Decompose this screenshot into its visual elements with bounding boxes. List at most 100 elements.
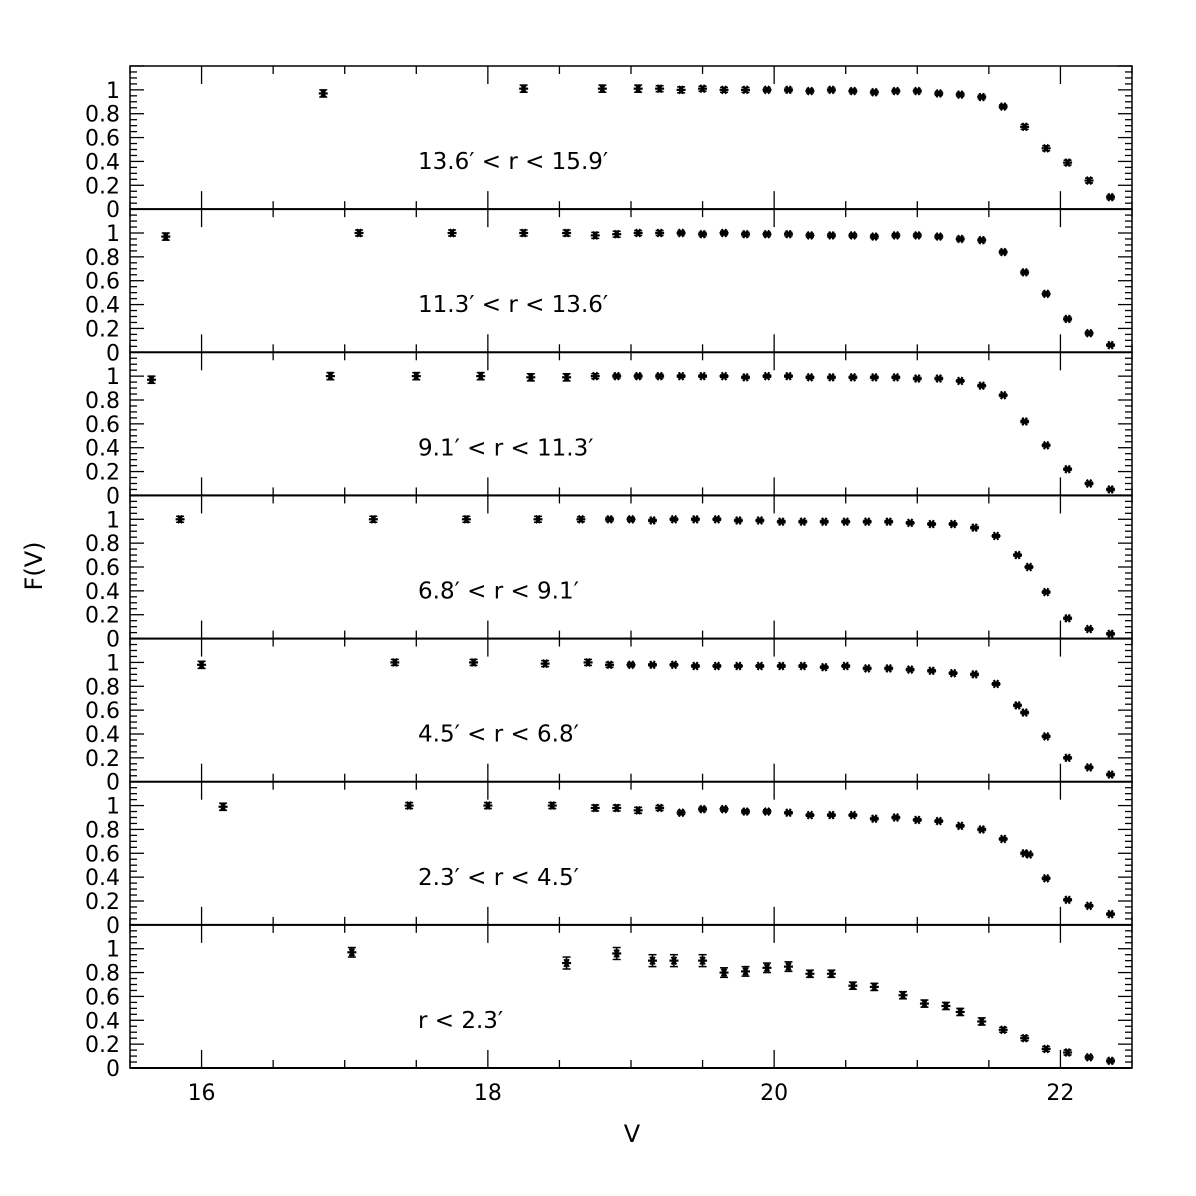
y-tick-label: 0 — [106, 628, 120, 653]
data-point — [633, 805, 643, 815]
data-point — [762, 807, 772, 816]
panel-label: r < 2.3′ — [418, 1008, 503, 1034]
data-point — [819, 517, 829, 527]
data-point — [805, 86, 815, 96]
data-point — [841, 517, 851, 527]
y-tick-label: 1 — [106, 365, 120, 390]
data-point — [955, 90, 965, 100]
data-point — [869, 232, 879, 242]
data-point — [741, 965, 751, 977]
data-point — [1041, 143, 1051, 153]
y-tick-label: 0.6 — [85, 985, 120, 1010]
y-tick-label: 0.4 — [85, 866, 120, 891]
data-point — [218, 802, 228, 812]
data-point — [712, 514, 722, 524]
data-point — [762, 85, 772, 95]
data-point — [762, 962, 772, 974]
data-point — [1020, 417, 1030, 426]
data-point — [912, 86, 922, 96]
data-point — [698, 371, 708, 381]
panel-label: 6.8′ < r < 9.1′ — [418, 578, 579, 604]
data-point — [998, 247, 1008, 257]
x-axis-label: V — [624, 1120, 641, 1148]
data-point — [698, 804, 708, 814]
data-point — [447, 228, 457, 238]
data-point — [798, 517, 808, 527]
data-point — [783, 85, 793, 95]
data-point — [590, 371, 600, 381]
data-point — [1041, 289, 1051, 299]
data-point — [469, 657, 479, 667]
data-point — [461, 514, 471, 524]
data-point — [848, 981, 858, 991]
data-point — [676, 371, 686, 381]
y-tick-label: 0 — [106, 484, 120, 509]
data-point — [669, 953, 679, 968]
y-tick-label: 0.6 — [85, 556, 120, 581]
data-point — [698, 84, 708, 94]
data-point — [655, 228, 665, 238]
data-point — [869, 372, 879, 382]
data-point — [798, 661, 808, 671]
y-tick-label: 1 — [106, 222, 120, 247]
data-point — [862, 663, 872, 673]
data-point — [941, 1001, 951, 1011]
data-point — [605, 514, 615, 524]
data-point — [1041, 1044, 1051, 1054]
data-point — [891, 86, 901, 96]
y-tick-label: 0.2 — [85, 461, 120, 486]
panel-label: 9.1′ < r < 11.3′ — [418, 435, 593, 461]
data-point — [905, 518, 915, 528]
data-point — [590, 230, 600, 240]
data-point — [970, 523, 980, 533]
data-point — [783, 229, 793, 239]
data-point — [526, 372, 536, 382]
data-point — [325, 371, 335, 381]
data-point — [948, 519, 958, 529]
data-point — [1012, 550, 1022, 560]
data-point — [175, 514, 185, 524]
data-point — [733, 661, 743, 671]
data-point — [977, 1017, 987, 1026]
data-point — [776, 661, 786, 671]
data-point — [927, 666, 937, 676]
data-point — [1084, 762, 1094, 772]
data-point — [912, 230, 922, 240]
y-tick-label: 0 — [106, 914, 120, 939]
y-tick-label: 0.8 — [85, 389, 120, 414]
data-point — [977, 824, 987, 834]
y-tick-label: 0.2 — [85, 1033, 120, 1058]
data-point — [647, 660, 657, 670]
data-point — [912, 815, 922, 825]
data-point — [562, 372, 572, 382]
data-point — [597, 84, 607, 94]
y-tick-label: 1 — [106, 795, 120, 820]
data-point — [583, 657, 593, 667]
data-point — [1063, 613, 1073, 623]
data-point — [605, 660, 615, 670]
data-point — [655, 84, 665, 94]
data-point — [1041, 731, 1051, 741]
data-point — [862, 517, 872, 527]
data-point — [783, 808, 793, 818]
data-point — [1084, 1052, 1094, 1062]
data-point — [848, 810, 858, 820]
data-point — [1106, 340, 1116, 350]
y-tick-label: 0.6 — [85, 842, 120, 867]
data-point — [755, 661, 765, 671]
data-point — [483, 801, 493, 811]
y-tick-label: 0.8 — [85, 532, 120, 557]
data-point — [826, 85, 836, 95]
data-point — [1063, 753, 1073, 763]
data-point — [690, 661, 700, 671]
data-point — [676, 808, 686, 818]
data-point — [934, 374, 944, 383]
y-tick-label: 0.4 — [85, 437, 120, 462]
data-point — [1106, 485, 1116, 494]
data-point — [869, 87, 879, 97]
data-point — [719, 371, 729, 381]
data-point — [1063, 464, 1073, 474]
y-tick-label: 0.4 — [85, 723, 120, 748]
data-point — [1041, 440, 1051, 450]
